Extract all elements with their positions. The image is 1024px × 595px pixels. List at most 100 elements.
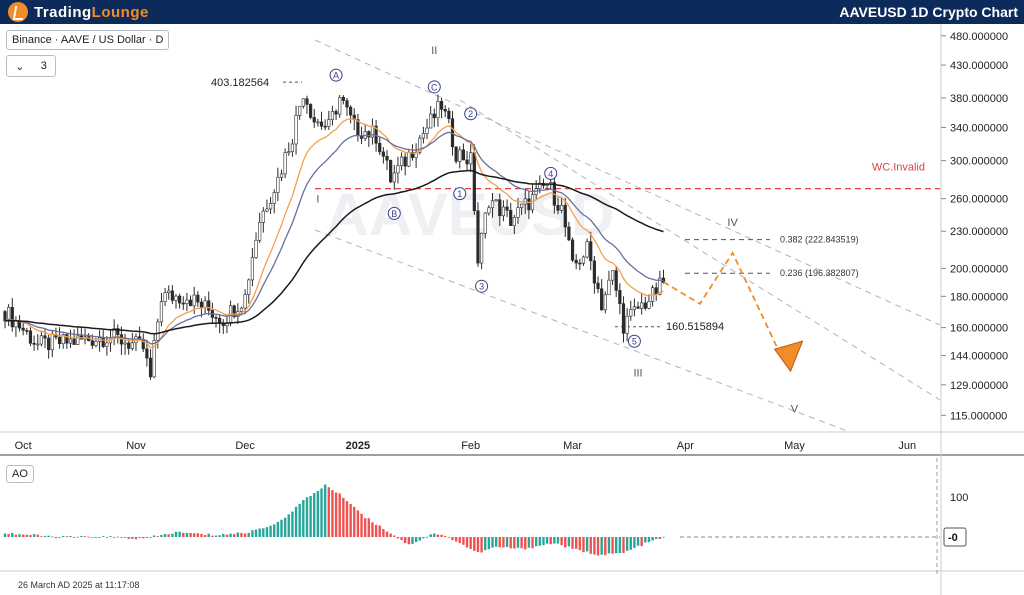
- fib-level-label-3: 0.382 (222.843519): [780, 235, 859, 245]
- ao-bar-down: [94, 537, 98, 538]
- candle-up: [265, 208, 269, 212]
- candle-up: [640, 302, 644, 309]
- ao-indicator-legend[interactable]: AO: [6, 465, 34, 483]
- ao-bar-up: [149, 537, 152, 538]
- ao-bar-down: [142, 537, 145, 539]
- ao-bar-down: [156, 536, 160, 538]
- wave-label-text: 4: [548, 169, 553, 179]
- ao-bar-down: [338, 493, 341, 537]
- ao-bar-down: [385, 531, 389, 537]
- ao-bar-down: [436, 534, 440, 537]
- ao-bar-up: [62, 535, 65, 537]
- ao-bar-down: [54, 537, 58, 539]
- time-tick-label: Nov: [126, 440, 146, 452]
- wave-label-text: III: [633, 368, 642, 380]
- candle-down: [600, 288, 604, 311]
- candle-up: [647, 301, 651, 309]
- price-tick-label: 300.000000: [950, 156, 1008, 168]
- ao-bar-down: [382, 528, 385, 537]
- candle-up: [268, 203, 273, 210]
- candle-down: [447, 110, 451, 120]
- ao-bar-up: [411, 537, 414, 545]
- ao-bar-down: [564, 537, 567, 548]
- ao-bar-up: [131, 537, 134, 539]
- candle-down: [439, 101, 444, 110]
- candle-down: [472, 152, 476, 212]
- ao-bar-up: [556, 537, 560, 544]
- candle-down: [443, 109, 447, 112]
- ao-bar-up: [69, 536, 72, 537]
- ao-bar-down: [604, 537, 607, 556]
- candle-up: [123, 342, 127, 345]
- ao-bar-up: [138, 537, 141, 538]
- ao-bar-up: [80, 535, 83, 537]
- ao-bar-down: [513, 537, 516, 549]
- ao-bar-up: [152, 535, 156, 537]
- wave-degree-selector[interactable]: ⌄ 3: [6, 55, 56, 77]
- symbol-legend[interactable]: Binance · AAVE / US Dollar · D: [6, 30, 170, 50]
- ao-bar-up: [116, 536, 119, 538]
- tradinglounge-logo: TradingLounge: [8, 2, 149, 22]
- ao-bar-up: [178, 531, 181, 537]
- fib-level-label-4: 0.236 (196.382807): [780, 268, 859, 278]
- candle-up: [50, 333, 54, 351]
- ao-bar-down: [447, 537, 451, 538]
- ao-bar-up: [491, 537, 494, 548]
- wave-label-text: 5: [632, 337, 637, 347]
- candle-down: [643, 302, 647, 309]
- ao-bar-up: [615, 537, 618, 554]
- candle-up: [625, 315, 629, 334]
- ao-bar-down: [72, 537, 76, 538]
- ao-bar-up: [636, 537, 640, 546]
- candle-up: [392, 172, 396, 183]
- ao-bar-down: [134, 537, 138, 540]
- candle-down: [127, 342, 131, 349]
- candle-up: [603, 294, 607, 311]
- candle-up: [94, 340, 98, 346]
- ao-bar-down: [407, 537, 411, 545]
- ao-bar-up: [320, 488, 323, 537]
- ao-bar-up: [505, 537, 509, 547]
- candle-down: [196, 294, 200, 303]
- ao-bar-down: [444, 536, 447, 537]
- price-tick-label: 260.000000: [950, 194, 1008, 206]
- ao-bar-up: [254, 529, 258, 537]
- time-tick-label: Dec: [235, 440, 255, 452]
- ao-bar-down: [622, 537, 625, 554]
- candle-down: [505, 206, 509, 211]
- ao-bar-down: [233, 534, 236, 537]
- candle-down: [578, 262, 582, 265]
- ao-bar-down: [127, 537, 130, 539]
- ao-bar-up: [262, 528, 265, 537]
- ao-bar-up: [487, 537, 491, 550]
- candle-down: [188, 299, 193, 307]
- ao-bar-up: [269, 525, 272, 537]
- candle-up: [316, 121, 320, 124]
- candle-down: [614, 270, 618, 291]
- ao-bar-down: [105, 536, 109, 538]
- candle-up: [610, 270, 615, 281]
- candle-down: [214, 317, 218, 319]
- candle-up: [261, 210, 265, 223]
- price-tick-label: 380.000000: [950, 93, 1008, 105]
- candle-up: [239, 307, 244, 312]
- candle-up: [585, 241, 589, 258]
- ao-bar-up: [553, 537, 556, 544]
- candle-down: [305, 98, 309, 105]
- candle-up: [290, 143, 295, 152]
- wave-label-text: A: [333, 71, 339, 81]
- candle-up: [39, 335, 43, 345]
- candle-down: [207, 300, 211, 311]
- candle-down: [367, 131, 371, 138]
- candle-down: [589, 241, 593, 262]
- ao-bar-down: [87, 536, 90, 538]
- candle-up: [36, 343, 40, 346]
- ao-bar-down: [200, 533, 203, 537]
- ao-bar-up: [309, 495, 312, 537]
- ao-bar-up: [418, 537, 421, 541]
- ao-bar-down: [596, 537, 600, 556]
- candle-down: [47, 337, 51, 351]
- ao-bar-down: [571, 537, 574, 549]
- ao-bar-up: [655, 537, 658, 539]
